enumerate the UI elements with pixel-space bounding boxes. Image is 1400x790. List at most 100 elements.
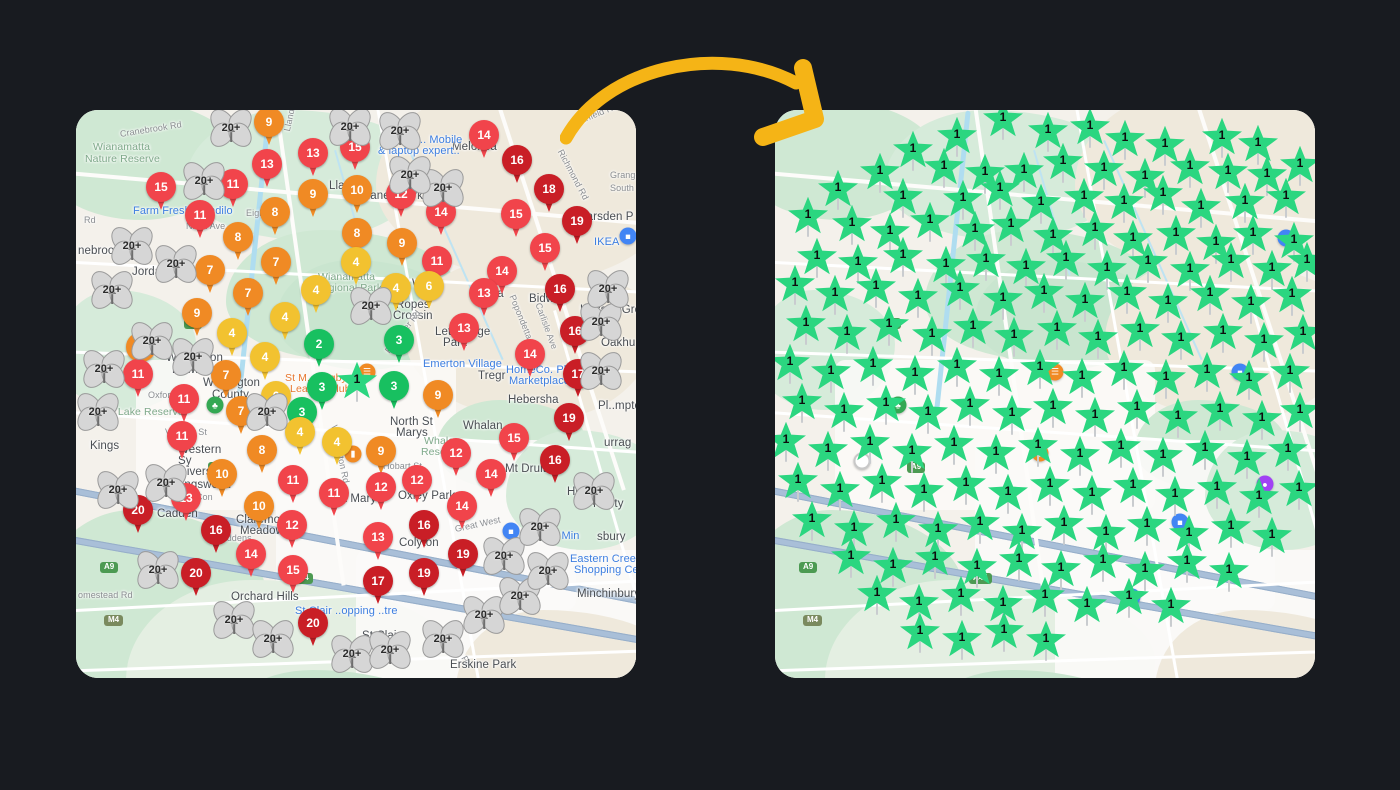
star-marker[interactable]: 1 xyxy=(1244,321,1284,364)
star-marker[interactable]: 1 xyxy=(1167,542,1207,585)
star-marker[interactable]: 1 xyxy=(983,110,1023,142)
star-marker[interactable]: 1 xyxy=(1044,504,1084,547)
star-marker[interactable]: 1 xyxy=(1101,427,1141,470)
star-marker[interactable]: 1 xyxy=(908,393,948,436)
star-marker[interactable]: 1 xyxy=(1242,399,1282,442)
cluster-marker[interactable]: 20+ xyxy=(241,388,293,436)
star-marker[interactable]: 1 xyxy=(1037,309,1077,352)
star-marker[interactable]: 1 xyxy=(1107,273,1147,316)
star-marker[interactable]: 1 xyxy=(1104,349,1144,392)
count-pin-marker[interactable]: 15 xyxy=(499,423,529,461)
cluster-marker[interactable]: 20+ xyxy=(417,615,469,663)
count-pin-marker[interactable]: 9 xyxy=(182,298,212,336)
star-marker[interactable]: 1 xyxy=(1084,149,1124,192)
star-marker[interactable]: 1 xyxy=(1026,620,1066,663)
star-marker[interactable]: 1 xyxy=(811,352,851,395)
star-marker[interactable]: 1 xyxy=(1170,147,1210,190)
count-pin-marker[interactable]: 4 xyxy=(270,302,300,340)
star-marker[interactable]: 1 xyxy=(869,305,909,348)
count-pin-marker[interactable]: 2 xyxy=(304,329,334,367)
star-marker[interactable]: 1 xyxy=(866,384,906,427)
cluster-marker[interactable]: 20+ xyxy=(132,546,184,594)
star-marker[interactable]: 1 xyxy=(1143,174,1183,217)
star-marker[interactable]: 1 xyxy=(960,503,1000,546)
star-marker[interactable]: 1 xyxy=(979,355,1019,398)
star-marker[interactable]: 1 xyxy=(1078,318,1118,361)
star-marker[interactable]: 1 xyxy=(1238,124,1278,167)
store-icon[interactable]: ■ xyxy=(502,522,520,540)
star-marker[interactable]: 1 xyxy=(1211,507,1251,550)
count-pin-marker[interactable]: 9 xyxy=(387,228,417,266)
star-marker[interactable]: 1 xyxy=(957,547,997,590)
star-marker[interactable]: 1 xyxy=(1025,576,1065,619)
star-marker[interactable]: 1 xyxy=(1083,541,1123,584)
star-marker[interactable]: 1 xyxy=(1146,358,1186,401)
star-marker[interactable]: 1 xyxy=(838,243,878,286)
star-marker[interactable]: 1 xyxy=(980,169,1020,212)
count-pin-marker[interactable]: 10 xyxy=(342,175,372,213)
star-marker[interactable]: 1 xyxy=(856,267,896,310)
star-marker[interactable]: 1 xyxy=(1086,513,1126,556)
star-marker[interactable]: 1 xyxy=(778,461,818,504)
star-marker[interactable]: 1 xyxy=(832,204,872,247)
count-pin-marker[interactable]: 11 xyxy=(278,465,308,503)
star-marker[interactable]: 1 xyxy=(1252,516,1292,559)
star-marker[interactable]: 1 xyxy=(862,462,902,505)
count-pin-marker[interactable]: 3 xyxy=(307,372,337,410)
star-marker[interactable]: 1 xyxy=(1268,430,1308,473)
star-marker[interactable]: 1 xyxy=(1279,469,1315,512)
cluster-marker[interactable]: 20+ xyxy=(326,630,378,678)
star-marker[interactable]: 1 xyxy=(1004,151,1044,194)
star-marker[interactable]: 1 xyxy=(1270,352,1310,395)
star-marker[interactable]: 1 xyxy=(984,611,1024,654)
count-pin-marker[interactable]: 4 xyxy=(301,275,331,313)
count-pin-marker[interactable]: 12 xyxy=(366,472,396,510)
count-pin-marker[interactable]: 4 xyxy=(322,427,352,465)
count-pin-marker[interactable]: 14 xyxy=(447,491,477,529)
star-marker[interactable]: 1 xyxy=(883,177,923,220)
star-marker[interactable]: 1 xyxy=(1033,387,1073,430)
store-icon[interactable]: ■ xyxy=(619,227,636,245)
star-marker[interactable]: 1 xyxy=(1181,187,1221,230)
star-marker[interactable]: 1 xyxy=(775,343,810,386)
count-pin-marker[interactable]: 4 xyxy=(217,318,247,356)
star-marker[interactable]: 1 xyxy=(934,424,974,467)
count-pin-marker[interactable]: 4 xyxy=(250,342,280,380)
cluster-marker[interactable]: 20+ xyxy=(140,459,192,507)
star-marker[interactable]: 1 xyxy=(827,313,867,356)
star-marker[interactable]: 1 xyxy=(1239,477,1279,520)
before-map-canvas[interactable]: A9 A9 A9 M4 A44 Cranebrook RdWianamattaN… xyxy=(76,110,636,678)
star-marker[interactable]: 1 xyxy=(912,315,952,358)
count-pin-marker[interactable]: 14 xyxy=(476,459,506,497)
count-pin-marker[interactable]: 16 xyxy=(540,445,570,483)
after-map-canvas[interactable]: A9 A9 A9 M4 A44 Cranebrook RdWianamattaN… xyxy=(775,110,1315,678)
star-marker[interactable]: 1 xyxy=(898,277,938,320)
count-pin-marker[interactable]: 17 xyxy=(363,566,393,604)
count-pin-marker[interactable]: 9 xyxy=(366,436,396,474)
cluster-marker[interactable]: 20+ xyxy=(384,151,436,199)
star-marker[interactable]: 1 xyxy=(1075,209,1115,252)
count-pin-marker[interactable]: 14 xyxy=(515,339,545,377)
star-marker[interactable]: 1 xyxy=(1120,310,1160,353)
star-marker[interactable]: 1 xyxy=(1283,313,1315,356)
star-marker[interactable]: 1 xyxy=(1127,505,1167,548)
star-marker[interactable]: 1 xyxy=(1208,152,1248,195)
count-pin-marker[interactable]: 10 xyxy=(207,459,237,497)
star-marker[interactable]: 1 xyxy=(1155,475,1195,518)
star-marker[interactable]: 1 xyxy=(337,361,377,404)
star-marker[interactable]: 1 xyxy=(853,345,893,388)
star-marker[interactable]: 1 xyxy=(910,201,950,244)
cluster-marker[interactable]: 20+ xyxy=(514,503,566,551)
star-marker[interactable]: 1 xyxy=(976,433,1016,476)
count-pin-marker[interactable]: 10 xyxy=(244,491,274,529)
star-marker[interactable]: 1 xyxy=(966,240,1006,283)
cluster-marker[interactable]: 20+ xyxy=(494,572,546,620)
count-pin-marker[interactable]: 11 xyxy=(167,421,197,459)
cluster-marker[interactable]: 20+ xyxy=(78,345,130,393)
count-pin-marker[interactable]: 13 xyxy=(449,313,479,351)
star-marker[interactable]: 1 xyxy=(955,210,995,253)
star-marker[interactable]: 1 xyxy=(1200,390,1240,433)
star-marker[interactable]: 1 xyxy=(1043,142,1083,185)
count-pin-marker[interactable]: 13 xyxy=(298,138,328,176)
star-marker[interactable]: 1 xyxy=(1287,241,1315,284)
